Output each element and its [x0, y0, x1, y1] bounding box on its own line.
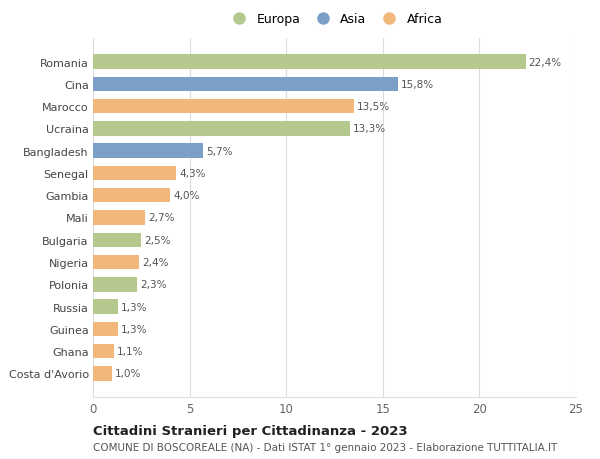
Bar	[93, 322, 118, 336]
Bar	[93, 78, 398, 92]
Text: 4,0%: 4,0%	[173, 191, 200, 201]
Bar	[93, 189, 170, 203]
Bar	[93, 211, 145, 225]
Text: 2,4%: 2,4%	[142, 257, 169, 268]
Text: 22,4%: 22,4%	[529, 57, 562, 67]
Bar	[93, 55, 526, 70]
Text: Cittadini Stranieri per Cittadinanza - 2023: Cittadini Stranieri per Cittadinanza - 2…	[93, 425, 407, 437]
Bar	[93, 366, 112, 381]
Text: 5,7%: 5,7%	[206, 146, 233, 157]
Text: 2,5%: 2,5%	[144, 235, 170, 245]
Bar	[93, 277, 137, 292]
Text: COMUNE DI BOSCOREALE (NA) - Dati ISTAT 1° gennaio 2023 - Elaborazione TUTTITALIA: COMUNE DI BOSCOREALE (NA) - Dati ISTAT 1…	[93, 442, 557, 452]
Text: 1,3%: 1,3%	[121, 324, 148, 334]
Bar	[93, 100, 354, 114]
Text: 2,7%: 2,7%	[148, 213, 175, 223]
Text: 1,0%: 1,0%	[115, 369, 142, 379]
Bar	[93, 233, 142, 247]
Text: 1,1%: 1,1%	[117, 347, 143, 356]
Text: 1,3%: 1,3%	[121, 302, 148, 312]
Bar	[93, 344, 114, 358]
Bar	[93, 122, 350, 136]
Text: 13,3%: 13,3%	[353, 124, 386, 134]
Legend: Europa, Asia, Africa: Europa, Asia, Africa	[227, 13, 443, 26]
Text: 2,3%: 2,3%	[140, 280, 167, 290]
Text: 13,5%: 13,5%	[357, 102, 390, 112]
Text: 4,3%: 4,3%	[179, 168, 205, 179]
Bar	[93, 255, 139, 270]
Text: 15,8%: 15,8%	[401, 80, 434, 90]
Bar	[93, 166, 176, 181]
Bar	[93, 300, 118, 314]
Bar	[93, 144, 203, 159]
